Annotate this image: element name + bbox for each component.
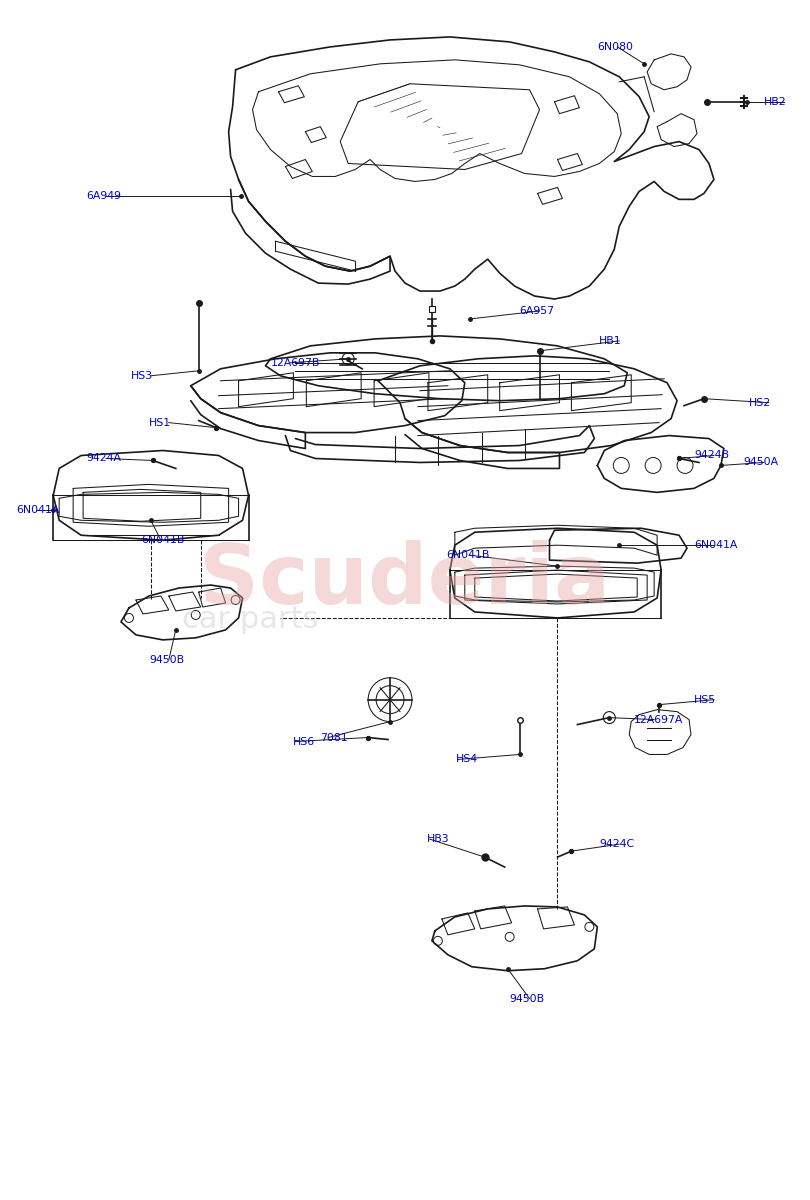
Text: HS4: HS4 <box>455 755 478 764</box>
Text: 6N041A: 6N041A <box>694 540 737 550</box>
Text: HB2: HB2 <box>764 97 787 107</box>
Text: Scuderia: Scuderia <box>199 540 611 620</box>
Text: 6N041B: 6N041B <box>141 535 185 545</box>
Text: 6A949: 6A949 <box>86 191 122 202</box>
Text: HS1: HS1 <box>149 418 171 427</box>
Text: HS6: HS6 <box>293 737 315 746</box>
Text: HS3: HS3 <box>131 371 153 380</box>
Text: HS2: HS2 <box>748 397 771 408</box>
Text: car parts: car parts <box>182 606 319 635</box>
Text: HB1: HB1 <box>599 336 622 346</box>
Text: HS5: HS5 <box>694 695 716 704</box>
Text: 9450B: 9450B <box>149 655 184 665</box>
Text: 9424A: 9424A <box>86 454 122 463</box>
Text: 6N041B: 6N041B <box>446 550 490 560</box>
Text: 9450A: 9450A <box>744 457 779 468</box>
Text: 9424B: 9424B <box>694 450 729 461</box>
Text: 12A697A: 12A697A <box>634 714 684 725</box>
Text: HB3: HB3 <box>427 834 450 844</box>
Text: 9424C: 9424C <box>599 839 634 850</box>
Text: 7081: 7081 <box>321 732 348 743</box>
Text: 9450B: 9450B <box>509 994 545 1003</box>
Text: 6N041A: 6N041A <box>16 505 60 515</box>
Text: 12A697B: 12A697B <box>271 358 320 368</box>
Text: 6A957: 6A957 <box>519 306 555 316</box>
Text: 6N080: 6N080 <box>597 42 633 52</box>
